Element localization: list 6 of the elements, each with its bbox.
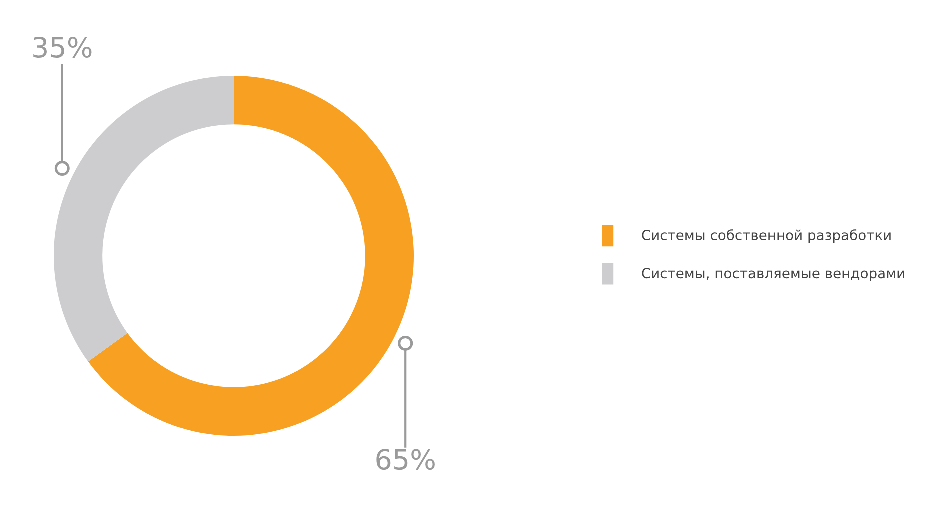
legend-label: Системы, поставляемые вендорами — [642, 268, 904, 282]
data-label: 35% — [34, 37, 92, 58]
donut-slice — [88, 76, 414, 436]
donut-slice — [54, 76, 234, 362]
data-label: 65% — [376, 449, 435, 470]
legend-label: Системы собственной разработки — [642, 230, 891, 244]
